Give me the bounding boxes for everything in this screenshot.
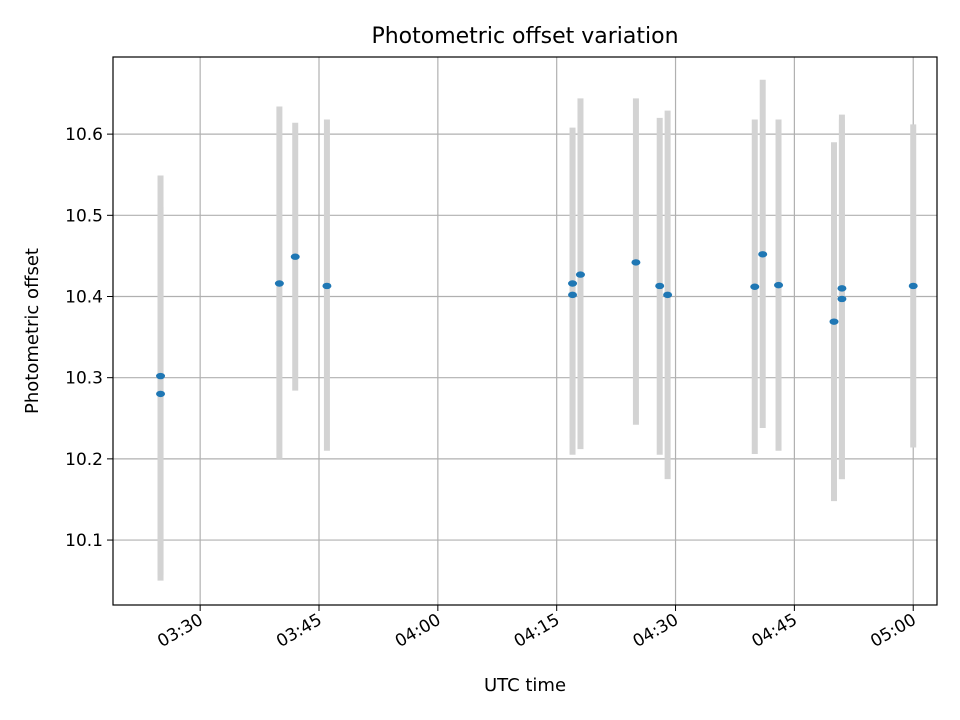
data-point [908,282,918,290]
data-point [758,251,768,258]
y-tick-label: 10.2 [65,450,103,470]
data-point [655,282,665,290]
data-point [837,285,847,292]
y-tick-label: 10.6 [65,125,103,145]
data-point [750,283,760,290]
data-point [663,291,673,299]
y-axis-label: Photometric offset [22,248,43,414]
x-axis-label: UTC time [484,675,566,696]
data-point [568,291,578,299]
data-point [290,253,300,260]
data-point [568,280,578,287]
chart-title: Photometric offset variation [371,24,678,49]
data-point [575,271,585,278]
data-point [837,295,847,303]
data-point [774,281,784,289]
y-axis-ticks: 10.1 10.2 10.3 10.4 10.5 10.6 [65,125,113,551]
y-tick-label: 10.5 [65,206,103,226]
data-point [156,372,166,380]
y-tick-label: 10.4 [65,287,103,307]
data-point [322,282,332,290]
y-tick-label: 10.1 [65,531,103,551]
data-point [631,259,641,266]
data-point [274,280,284,287]
y-tick-label: 10.3 [65,369,103,389]
grid [113,57,937,605]
data-points [156,251,918,398]
data-point [156,390,166,398]
plot-frame [112,56,938,606]
data-point [829,318,839,325]
